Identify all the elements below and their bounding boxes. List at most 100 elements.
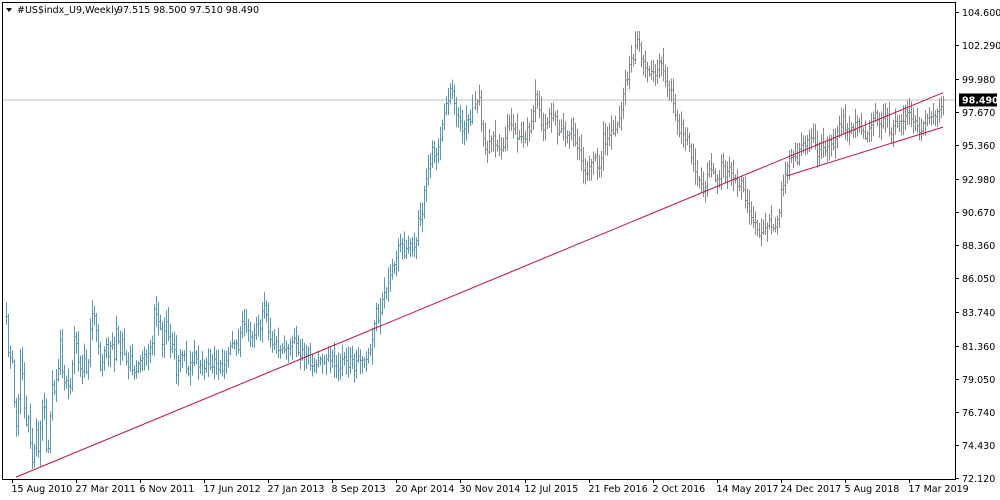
ohlc-bar: [652, 59, 655, 82]
ohlc-bar: [530, 108, 533, 134]
ohlc-bar: [455, 97, 458, 128]
ohlc-bar: [890, 127, 893, 144]
ohlc-bar: [782, 174, 785, 197]
x-tick-label: 27 Jan 2013: [268, 484, 325, 495]
ohlc-bar: [908, 97, 911, 125]
ohlc-bar: [656, 59, 659, 84]
ohlc-bar: [273, 329, 276, 351]
ohlc-bar: [285, 340, 288, 360]
ohlc-bar: [518, 129, 521, 141]
ohlc-bar: [682, 119, 685, 148]
x-tick-label: 21 Feb 2016: [589, 484, 648, 495]
x-tick-label: 6 Nov 2011: [140, 484, 195, 495]
ohlc-bar: [385, 286, 388, 300]
ohlc-bar: [736, 169, 739, 198]
ohlc-bar: [546, 117, 549, 130]
ohlc-bar: [387, 267, 390, 302]
ohlc-bar: [139, 355, 142, 373]
ohlc-bar: [618, 105, 621, 129]
ohlc-bar: [393, 261, 396, 274]
ohlc-bar: [183, 350, 186, 362]
ohlc-bar: [351, 345, 354, 370]
ohlc-bar: [103, 346, 106, 371]
ohlc-bar: [666, 67, 669, 98]
ohlc-bar: [798, 142, 801, 166]
ohlc-bar: [726, 161, 729, 190]
ohlc-bar: [175, 335, 178, 385]
ohlc-bar: [333, 342, 336, 378]
ohlc-bar: [848, 115, 851, 146]
ohlc-bar: [914, 115, 917, 132]
ohlc-bar: [674, 94, 677, 122]
ohlc-bar: [37, 420, 40, 458]
ohlc-bar: [572, 117, 575, 147]
ohlc-bar: [824, 142, 827, 157]
ohlc-bar: [716, 174, 719, 194]
ohlc-values: 97.515 98.500 97.510 98.490: [117, 5, 259, 16]
ohlc-bar: [413, 232, 416, 258]
ohlc-bar: [211, 354, 214, 374]
ohlc-bar: [257, 314, 260, 337]
x-tick-label: 17 Mar 2019: [909, 484, 969, 495]
ohlc-bar: [191, 351, 194, 376]
ohlc-bar: [97, 324, 100, 355]
ohlc-bar: [804, 135, 807, 156]
ohlc-bar: [39, 420, 42, 467]
ohlc-bar: [299, 339, 302, 370]
ohlc-bar: [267, 302, 270, 341]
ohlc-bar: [506, 113, 509, 151]
ohlc-bar: [227, 347, 230, 368]
ohlc-bar: [167, 306, 170, 342]
ohlc-bar: [339, 353, 342, 381]
ohlc-bar: [810, 128, 813, 150]
long-term-trendline: [15, 92, 944, 478]
ohlc-bar: [702, 171, 705, 198]
ohlc-bar: [367, 348, 370, 364]
ohlc-bar: [7, 313, 10, 358]
ohlc-bar: [101, 353, 104, 377]
ohlc-bar: [604, 122, 607, 156]
y-tick-label: 88.360: [962, 241, 995, 252]
ohlc-bar: [363, 357, 366, 369]
ohlc-bar: [564, 121, 567, 147]
ohlc-bar: [480, 89, 483, 133]
ohlc-bar: [710, 153, 713, 178]
y-tick-label: 92.980: [962, 175, 995, 186]
ohlc-bar: [828, 134, 831, 161]
ohlc-bar: [443, 103, 446, 131]
ohlc-bar: [345, 347, 348, 376]
ohlc-bar: [153, 304, 156, 356]
ohlc-bar: [692, 143, 695, 172]
ohlc-bar: [441, 119, 444, 142]
ohlc-bar: [482, 120, 485, 147]
ohlc-bar: [247, 318, 250, 342]
ohlc-bar: [87, 359, 90, 380]
ohlc-bar: [469, 109, 472, 127]
ohlc-bar: [297, 334, 300, 356]
ohlc-bar: [676, 109, 679, 135]
x-tick-label: 27 Mar 2011: [76, 484, 136, 495]
ohlc-bar: [708, 159, 711, 178]
ohlc-bar: [638, 30, 641, 52]
ohlc-bar: [898, 114, 901, 132]
ohlc-bar: [349, 347, 352, 374]
ohlc-bar: [243, 308, 246, 337]
ohlc-bar: [762, 219, 765, 235]
ohlc-bar: [99, 342, 102, 372]
ohlc-bar: [544, 113, 547, 141]
ohlc-bar: [371, 327, 374, 365]
ohlc-bar: [467, 114, 470, 134]
ohlc-bar: [15, 398, 18, 437]
ohlc-bar: [399, 233, 402, 253]
ohlc-bar: [471, 94, 474, 124]
ohlc-bar: [858, 117, 861, 133]
ohlc-bar: [856, 115, 859, 137]
ohlc-bar: [313, 357, 316, 373]
ohlc-bar: [147, 343, 150, 371]
ohlc-bar: [215, 349, 218, 375]
ohlc-bar: [524, 130, 527, 144]
y-tick-label: 99.980: [962, 75, 995, 86]
ohlc-bar: [484, 122, 487, 155]
ohlc-bar: [738, 177, 741, 192]
ohlc-bar: [740, 175, 743, 200]
